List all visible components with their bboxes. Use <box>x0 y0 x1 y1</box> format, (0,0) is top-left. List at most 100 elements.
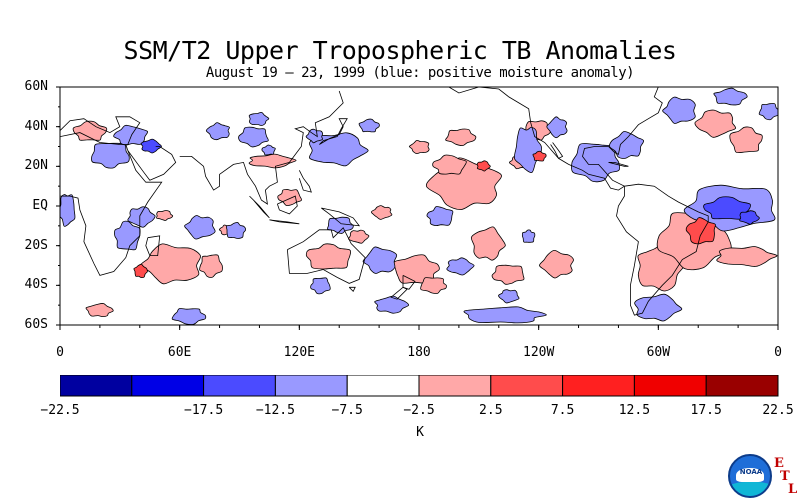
coastline <box>319 118 348 145</box>
colorbar-segment <box>60 375 133 397</box>
colorbar-segment <box>705 375 779 397</box>
negative-anomaly-region <box>758 103 778 121</box>
colorbar-tick-label: 7.5 <box>550 403 575 418</box>
negative-anomaly-region <box>248 111 270 126</box>
colorbar-tick-label: −22.5 <box>40 403 80 418</box>
negative-anomaly-region <box>205 122 230 141</box>
coastline <box>269 219 300 225</box>
negative-anomaly-region <box>327 216 354 234</box>
negative-anomaly-region <box>309 132 369 167</box>
colorbar-unit: K <box>416 425 424 440</box>
positive-anomaly-region <box>716 246 778 267</box>
negative-anomaly-region <box>91 142 130 169</box>
noaa-etl-logo: NOAA E T L <box>728 450 798 500</box>
negative-anomaly-region <box>310 277 331 295</box>
etl-letter-l: L <box>788 482 798 497</box>
negative-anomaly-region <box>609 131 645 159</box>
positive-anomaly-region <box>72 120 108 141</box>
negative-anomaly-region <box>703 196 752 220</box>
etl-letter-e: E <box>774 456 784 471</box>
colorbar-segment <box>346 375 420 397</box>
negative-anomaly-region <box>662 96 696 124</box>
negative-anomaly-region <box>127 206 156 228</box>
negative-anomaly-region <box>374 295 410 314</box>
positive-anomaly-region <box>491 264 525 285</box>
lat-tick-label: 20S <box>24 237 48 253</box>
colorbar <box>60 375 779 397</box>
colorbar-tick-label: −2.5 <box>403 403 435 418</box>
negative-anomaly-region <box>521 229 536 243</box>
colorbar-tick-label: 17.5 <box>690 403 722 418</box>
coastline <box>145 235 161 257</box>
positive-anomaly-region <box>445 128 477 147</box>
page-subtitle: August 19 – 23, 1999 (blue: positive moi… <box>205 65 635 81</box>
coastline <box>60 144 163 276</box>
colorbar-segment <box>633 375 707 397</box>
lat-tick-label: 60N <box>24 79 48 94</box>
positive-anomaly-region <box>248 153 297 169</box>
colorbar-tick-label: 12.5 <box>618 403 651 418</box>
negative-anomaly-region <box>426 206 454 227</box>
negative-anomaly-region <box>171 308 207 325</box>
negative-anomaly-region <box>140 138 162 154</box>
negative-anomaly-region <box>463 306 547 324</box>
positive-anomaly-region <box>199 254 223 278</box>
lon-tick-label: 120W <box>523 345 555 360</box>
negative-anomaly-region <box>261 144 276 156</box>
positive-anomaly-region <box>85 303 114 318</box>
coastline <box>608 161 629 167</box>
lat-tick-label: 60S <box>24 317 48 332</box>
colorbar-segment <box>203 375 276 397</box>
negative-anomaly-region <box>225 221 247 239</box>
coastline <box>390 286 408 300</box>
lon-tick-label: 60E <box>167 345 192 360</box>
coastline <box>179 90 344 205</box>
negative-anomaly-region <box>358 118 380 133</box>
negative-anomaly-region <box>634 293 683 322</box>
coastline <box>249 195 270 219</box>
positive-anomaly-region <box>408 139 430 155</box>
lon-tick-label: 0 <box>774 345 782 360</box>
noaa-logo-icon: NOAA <box>728 454 772 498</box>
coastline <box>60 116 141 145</box>
negative-anomaly-region <box>305 128 324 144</box>
coastline <box>550 142 564 159</box>
colorbar-tick-label: −17.5 <box>184 403 224 418</box>
positive-anomaly-region <box>476 160 491 172</box>
lat-tick-label: 40S <box>24 277 48 293</box>
etl-letter-t: T <box>780 469 790 484</box>
coastline <box>616 183 709 316</box>
positive-anomaly-region <box>140 243 201 285</box>
coastline <box>448 87 663 191</box>
positive-anomaly-region <box>539 250 574 279</box>
colorbar-segment <box>490 375 564 397</box>
colorbar-segment <box>562 375 635 397</box>
lon-tick-label: 60W <box>646 345 671 360</box>
positive-anomaly-region <box>470 226 506 261</box>
colorbar-tick-label: 22.5 <box>762 403 794 418</box>
positive-anomaly-region <box>348 229 370 244</box>
positive-anomaly-region <box>133 263 148 279</box>
negative-anomaly-region <box>513 127 542 174</box>
positive-anomaly-region <box>155 210 174 221</box>
lat-tick-label: EQ <box>32 198 48 213</box>
coastline <box>348 286 356 292</box>
colorbar-tick-label: −7.5 <box>331 403 363 418</box>
negative-anomaly-region <box>60 194 76 227</box>
positive-anomaly-region <box>729 126 763 154</box>
positive-anomaly-region <box>432 154 467 175</box>
negative-anomaly-region <box>739 210 760 225</box>
colorbar-tick-label: −12.5 <box>255 403 295 418</box>
coastline <box>277 195 298 215</box>
negative-anomaly-region <box>113 124 149 146</box>
coastline <box>127 146 177 181</box>
lon-tick-label: 180 <box>407 345 431 360</box>
coastline <box>402 275 416 290</box>
positive-anomaly-region <box>420 277 447 294</box>
lat-tick-label: 40N <box>24 118 48 134</box>
lat-tick-label: 20N <box>24 158 48 174</box>
positive-anomaly-region <box>532 150 547 162</box>
page-title: SSM/T2 Upper Tropospheric TB Anomalies <box>123 36 677 65</box>
positive-anomaly-region <box>305 243 352 270</box>
